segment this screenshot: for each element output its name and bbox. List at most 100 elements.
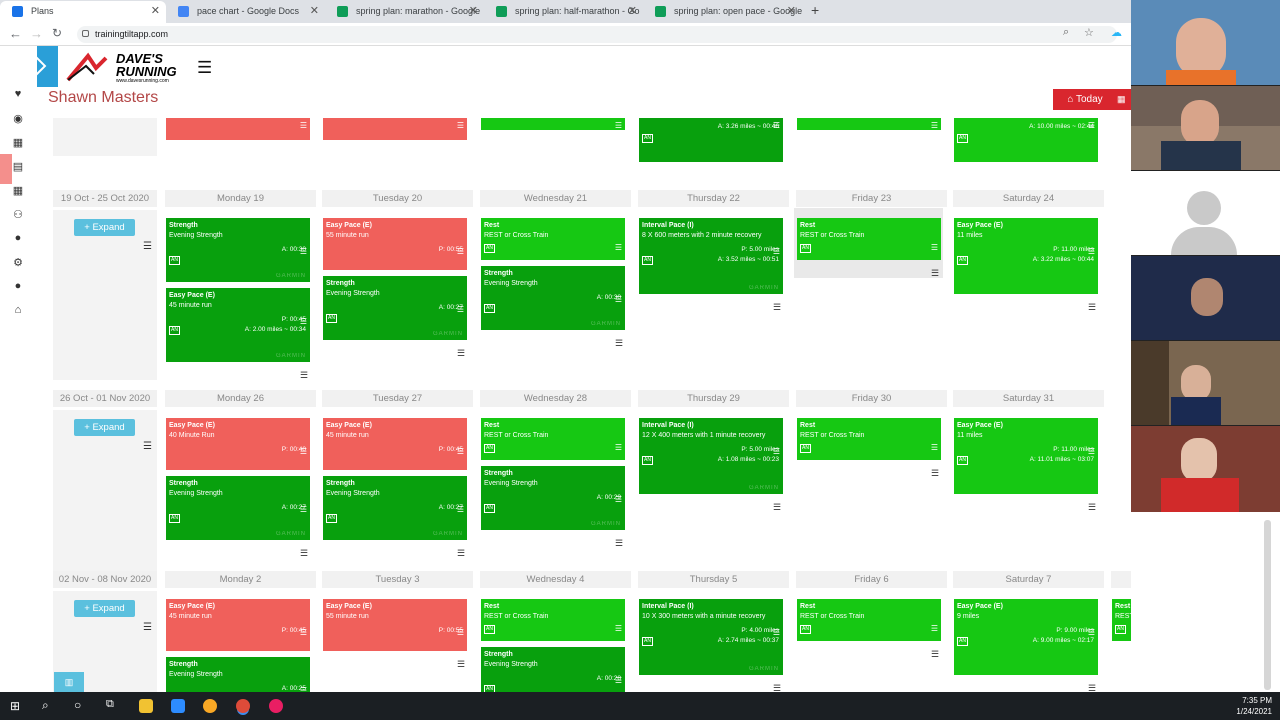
- card-menu-icon[interactable]: ☰: [614, 495, 622, 504]
- day-menu-icon[interactable]: ☰: [300, 548, 309, 558]
- workout-card[interactable]: Strength Evening Strength A: 00:27 AN ☰ GARMI…: [323, 476, 467, 540]
- day-menu-icon[interactable]: ☰: [931, 468, 940, 478]
- card-menu-icon[interactable]: ☰: [456, 505, 464, 514]
- workout-card[interactable]: Interval Pace (I) 10 X 300 meters with a …: [639, 599, 783, 675]
- workout-card[interactable]: Strength Evening Strength A: 00:27 AN ☰ GARMI…: [323, 276, 467, 340]
- reload-icon[interactable]: ↻: [52, 26, 63, 40]
- card-menu-icon[interactable]: ☰: [614, 443, 622, 452]
- chat-icon[interactable]: ●: [14, 232, 22, 244]
- workout-card[interactable]: Strength Evening Strength A: 00:30 AN ☰ GARMI…: [481, 266, 625, 330]
- day-menu-icon[interactable]: ☰: [773, 683, 782, 693]
- calendar-picker-icon[interactable]: ▦: [1117, 89, 1131, 110]
- bookmark-star-icon[interactable]: ☆: [1084, 27, 1094, 39]
- card-menu-icon[interactable]: ☰: [614, 295, 622, 304]
- forward-icon[interactable]: →: [30, 26, 43, 41]
- workout-card[interactable]: A: 10.00 miles ~ 02:44 AN ☰: [954, 118, 1098, 162]
- day-menu-icon[interactable]: ☰: [773, 502, 782, 512]
- day-menu-icon[interactable]: ☰: [300, 370, 309, 380]
- card-menu-icon[interactable]: ☰: [614, 121, 622, 130]
- zoom-icon[interactable]: ⌕: [1063, 26, 1070, 38]
- card-menu-icon[interactable]: ☰: [299, 686, 307, 694]
- task-view-icon[interactable]: ⧉: [106, 698, 114, 710]
- close-tab-icon[interactable]: ✕: [150, 5, 160, 17]
- card-menu-icon[interactable]: ☰: [772, 447, 780, 456]
- card-menu-icon[interactable]: ☰: [1087, 247, 1095, 256]
- card-menu-icon[interactable]: ☰: [930, 624, 938, 633]
- day-menu-icon[interactable]: ☰: [457, 348, 466, 358]
- participant-video-1[interactable]: [1131, 0, 1280, 85]
- card-menu-icon[interactable]: ☰: [614, 676, 622, 685]
- workout-card[interactable]: Easy Pace (E) 11 miles P: 11.00 miles A: 3.…: [954, 218, 1098, 294]
- search-icon[interactable]: ⌕: [42, 698, 49, 712]
- url-field[interactable]: trainingtiltapp.com: [77, 26, 1117, 43]
- day-menu-icon[interactable]: ☰: [457, 659, 466, 669]
- week-menu-icon[interactable]: ☰: [143, 241, 152, 252]
- card-menu-icon[interactable]: ☰: [1087, 628, 1095, 637]
- workout-card[interactable]: Rest REST or Cross Train AN ☰: [481, 218, 625, 260]
- comments-icon[interactable]: ●: [14, 280, 22, 292]
- hamburger-menu-icon[interactable]: ☰: [197, 58, 213, 77]
- tab-pace-chart[interactable]: pace chart - Google Docs ✕: [166, 1, 325, 23]
- calendar-alt-icon[interactable]: ▦: [12, 185, 24, 197]
- participant-video-4[interactable]: [1131, 256, 1280, 340]
- itunes-icon[interactable]: [269, 699, 283, 713]
- day-menu-icon[interactable]: ☰: [615, 538, 624, 548]
- card-menu-icon[interactable]: ☰: [930, 243, 938, 252]
- card-menu-icon[interactable]: ☰: [1087, 447, 1095, 456]
- day-menu-icon[interactable]: ☰: [1088, 302, 1097, 312]
- close-tab-icon[interactable]: ✕: [468, 5, 478, 17]
- back-icon[interactable]: ←: [9, 26, 22, 41]
- side-tab-marker[interactable]: [0, 154, 12, 184]
- expand-button[interactable]: + Expand: [74, 419, 135, 436]
- card-menu-icon[interactable]: ☰: [1087, 121, 1095, 130]
- chart-bar-icon[interactable]: ▥: [54, 672, 84, 692]
- card-menu-icon[interactable]: ☰: [614, 243, 622, 252]
- workout-card[interactable]: Easy Pace (E) 45 minute run P: 00:45 A: 2.0…: [166, 288, 310, 362]
- workout-card[interactable]: Interval Pace (I) 8 X 600 meters with 2 m…: [639, 218, 783, 294]
- card-menu-icon[interactable]: ☰: [456, 305, 464, 314]
- close-tab-icon[interactable]: ✕: [309, 5, 319, 17]
- close-tab-icon[interactable]: ✕: [627, 5, 637, 17]
- card-menu-icon[interactable]: ☰: [772, 628, 780, 637]
- heart-pulse-icon[interactable]: ♥: [14, 88, 22, 100]
- zoom-app-icon[interactable]: [171, 699, 185, 713]
- cortana-icon[interactable]: ○: [74, 698, 82, 712]
- card-menu-icon[interactable]: ☰: [299, 247, 307, 256]
- workout-card[interactable]: Interval Pace (I) 12 X 400 meters with 1 …: [639, 418, 783, 494]
- workout-card[interactable]: Easy Pace (E) 11 miles P: 11.00 miles A: 11…: [954, 418, 1098, 494]
- workout-card[interactable]: Strength Evening Strength A: 00:29 AN ☰ GARMI…: [481, 466, 625, 530]
- card-menu-icon[interactable]: ☰: [299, 317, 307, 326]
- workout-card[interactable]: ☰: [166, 118, 310, 140]
- workout-card[interactable]: ☰: [323, 118, 467, 140]
- workout-card[interactable]: Easy Pace (E) 9 miles P: 9.00 miles A: 9.00…: [954, 599, 1098, 675]
- day-menu-icon[interactable]: ☰: [615, 338, 624, 348]
- expand-button[interactable]: + Expand: [74, 219, 135, 236]
- dashboard-icon[interactable]: ◉: [13, 113, 23, 125]
- participant-video-5[interactable]: [1131, 341, 1280, 425]
- file-explorer-icon[interactable]: [139, 699, 153, 713]
- page-scrollbar[interactable]: [1264, 520, 1271, 690]
- card-menu-icon[interactable]: ☰: [772, 247, 780, 256]
- card-menu-icon[interactable]: ☰: [456, 447, 464, 456]
- workout-card[interactable]: Rest REST or Cross Train AN ☰: [797, 218, 941, 260]
- close-tab-icon[interactable]: ✕: [786, 5, 796, 17]
- extension-cloud-icon[interactable]: ☁: [1111, 27, 1122, 39]
- card-menu-icon[interactable]: ☰: [299, 628, 307, 637]
- today-button[interactable]: ⌂ Today: [1053, 89, 1117, 110]
- card-menu-icon[interactable]: ☰: [772, 121, 780, 130]
- home-icon[interactable]: ⌂: [14, 304, 22, 316]
- card-menu-icon[interactable]: ☰: [930, 443, 938, 452]
- participant-video-6[interactable]: [1131, 426, 1280, 512]
- day-menu-icon[interactable]: ☰: [931, 268, 940, 278]
- day-menu-icon[interactable]: ☰: [1088, 683, 1097, 693]
- day-menu-icon[interactable]: ☰: [1088, 502, 1097, 512]
- day-menu-icon[interactable]: ☰: [457, 548, 466, 558]
- week-menu-icon[interactable]: ☰: [143, 622, 152, 633]
- tab-half-marathon[interactable]: spring plan: half-marathon - Go ✕: [484, 1, 643, 23]
- card-menu-icon[interactable]: ☰: [299, 505, 307, 514]
- settings-icon[interactable]: ⚙: [13, 257, 23, 269]
